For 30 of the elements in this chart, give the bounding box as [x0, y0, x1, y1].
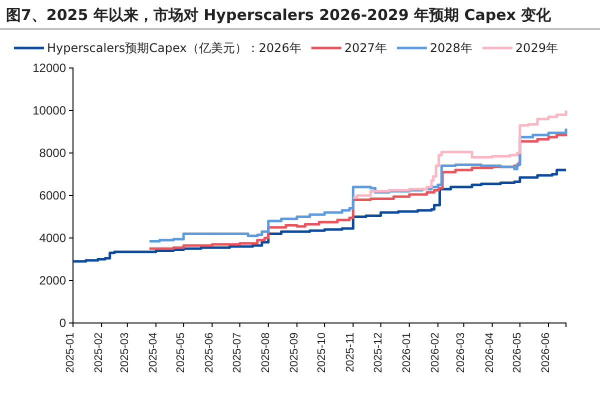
x-tick-label: 2026-05 — [511, 332, 524, 373]
x-tick-label: 2026-04 — [484, 332, 496, 373]
x-tick-label: 2025-10 — [316, 332, 328, 373]
x-tick-label: 2025-12 — [372, 332, 384, 373]
x-tick-label: 2026-03 — [455, 332, 468, 373]
x-tick-label: 2026-01 — [400, 332, 413, 373]
legend-label: 2028年 — [430, 41, 472, 55]
x-tick-label: 2025-04 — [147, 332, 160, 373]
x-tick-label: 2026-06 — [540, 332, 552, 373]
x-tick-label: 2025-09 — [288, 332, 300, 373]
y-tick-label: 2000 — [39, 273, 66, 288]
y-tick-label: 4000 — [39, 230, 66, 245]
y-tick-label: 12000 — [32, 60, 66, 75]
x-tick-label: 2025-06 — [204, 332, 216, 373]
x-tick-label: 2026-02 — [429, 332, 442, 373]
x-tick-label: 2025-03 — [118, 332, 131, 373]
x-tick-label: 2025-01 — [64, 332, 76, 373]
legend-label: 2027年 — [344, 41, 387, 55]
chart-title: 图7、2025 年以来，市场对 Hyperscalers 2026-2029 年预期 Capex 变化 — [6, 6, 552, 24]
x-tick-label: 2025-02 — [93, 332, 106, 373]
x-tick-label: 2025-05 — [175, 332, 188, 373]
y-tick-label: 8000 — [39, 146, 66, 160]
y-tick-label: 6000 — [39, 188, 66, 202]
y-tick-label: 0 — [59, 316, 66, 330]
x-tick-label: 2025-11 — [344, 332, 357, 372]
y-tick-label: 10000 — [32, 103, 66, 118]
legend-label: Hyperscalers预期Capex（亿美元）：2026年 — [47, 41, 302, 55]
legend-label: 2029年 — [515, 41, 558, 55]
x-tick-label: 2025-07 — [231, 332, 244, 373]
x-tick-label: 2025-08 — [260, 332, 272, 373]
